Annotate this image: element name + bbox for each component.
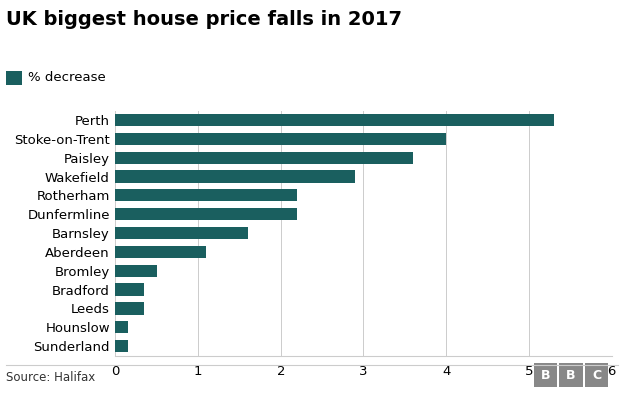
Text: B: B	[540, 369, 550, 382]
Bar	[115, 133, 446, 145]
Bar	[115, 265, 157, 277]
Bar	[115, 170, 355, 182]
Bar	[115, 246, 207, 258]
Text: C: C	[592, 369, 601, 382]
FancyBboxPatch shape	[6, 71, 22, 85]
Bar	[115, 302, 144, 314]
Bar	[115, 152, 413, 164]
Bar	[115, 321, 128, 333]
Bar	[115, 284, 144, 296]
Bar	[115, 114, 553, 126]
Text: UK biggest house price falls in 2017: UK biggest house price falls in 2017	[6, 10, 402, 29]
Bar	[115, 208, 297, 220]
Text: Source: Halifax: Source: Halifax	[6, 371, 95, 384]
Text: % decrease: % decrease	[28, 71, 106, 84]
Text: B: B	[566, 369, 576, 382]
Bar	[115, 340, 128, 352]
Bar	[115, 227, 248, 239]
Bar	[115, 189, 297, 201]
